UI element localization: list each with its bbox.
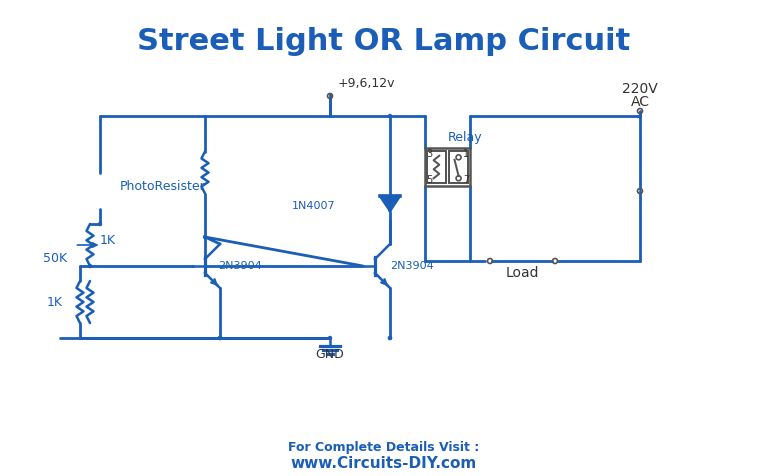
Bar xyxy=(449,151,468,183)
Text: 5: 5 xyxy=(426,175,432,185)
Text: 220V: 220V xyxy=(622,82,658,96)
Text: Street Light OR Lamp Circuit: Street Light OR Lamp Circuit xyxy=(137,27,631,56)
Text: 1K: 1K xyxy=(100,235,116,248)
Bar xyxy=(427,151,446,183)
Text: Load: Load xyxy=(505,266,538,280)
Text: +9,6,12v: +9,6,12v xyxy=(338,78,396,90)
Text: GND: GND xyxy=(316,347,344,360)
Circle shape xyxy=(329,337,332,339)
Circle shape xyxy=(88,265,91,268)
Circle shape xyxy=(219,337,221,339)
Text: PhotoResister: PhotoResister xyxy=(120,179,206,192)
Text: AC: AC xyxy=(631,95,650,109)
Circle shape xyxy=(389,115,392,118)
Text: www.Circuits-DIY.com: www.Circuits-DIY.com xyxy=(291,456,477,472)
Circle shape xyxy=(98,222,101,226)
Circle shape xyxy=(389,337,392,339)
Polygon shape xyxy=(380,196,400,211)
Text: 2N3904: 2N3904 xyxy=(390,261,434,271)
Text: 1N4007: 1N4007 xyxy=(291,201,335,211)
Text: Relay: Relay xyxy=(448,131,482,145)
Circle shape xyxy=(204,236,207,238)
Text: 7: 7 xyxy=(463,175,469,185)
Text: 2N3904: 2N3904 xyxy=(218,261,262,271)
Circle shape xyxy=(219,337,221,339)
Text: 3: 3 xyxy=(426,149,432,159)
Bar xyxy=(425,148,470,186)
Text: 50K: 50K xyxy=(43,251,67,265)
Text: For Complete Details Visit :: For Complete Details Visit : xyxy=(288,442,480,455)
Text: 1K: 1K xyxy=(47,297,63,309)
Text: 1: 1 xyxy=(463,149,469,159)
Circle shape xyxy=(389,337,392,339)
